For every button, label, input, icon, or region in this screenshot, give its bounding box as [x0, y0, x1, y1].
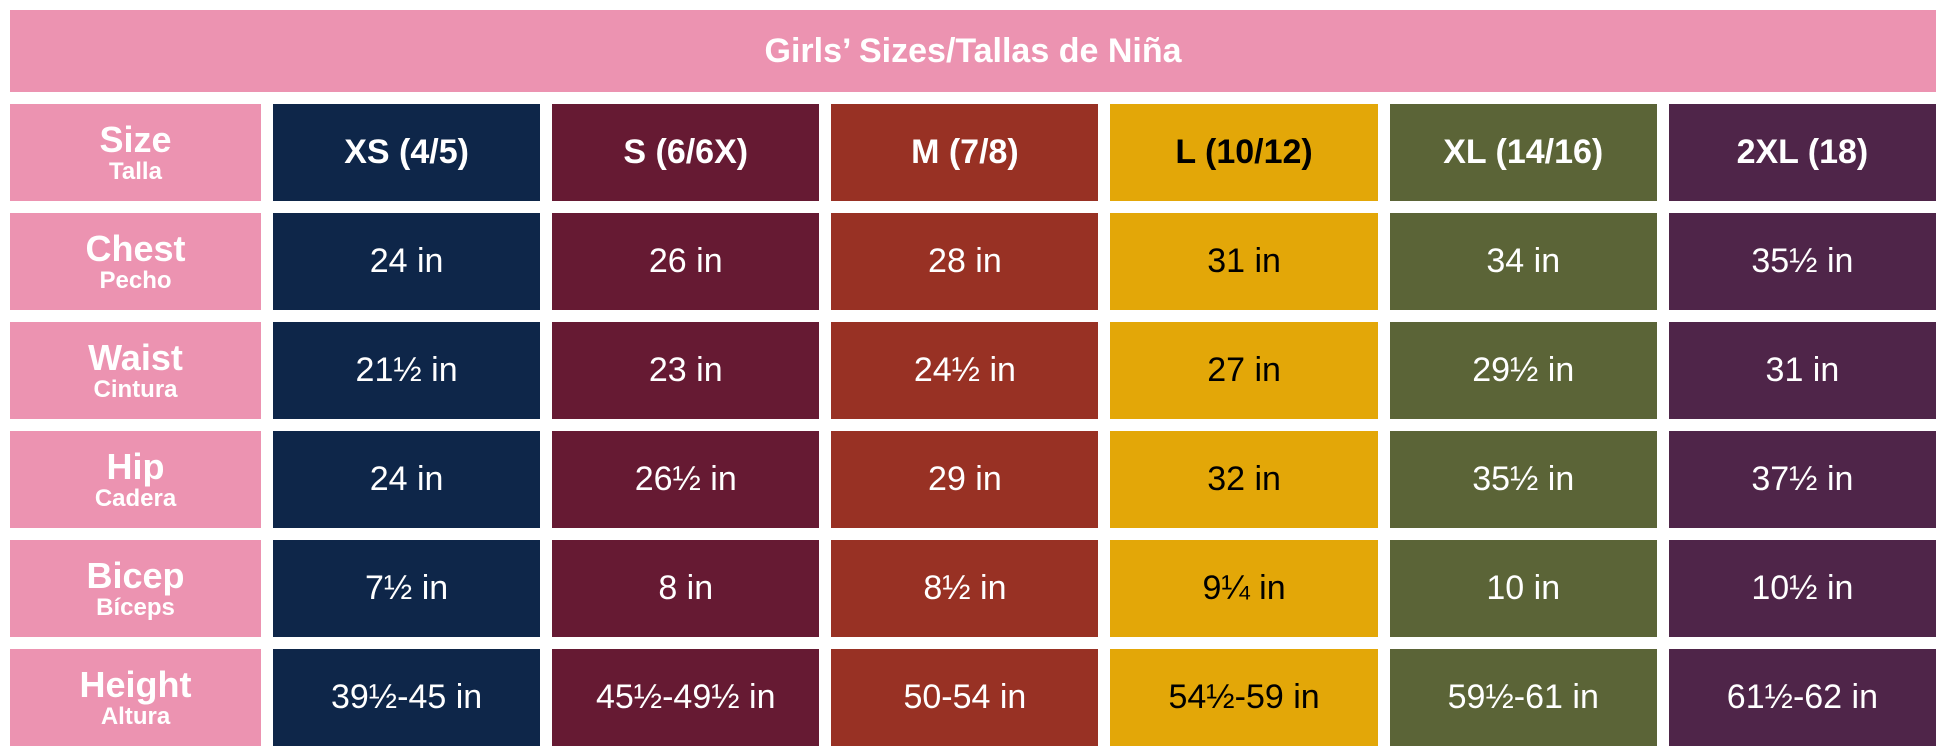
- measurement: 39½-45 in: [273, 649, 541, 746]
- measurement: 61½-62 in: [1668, 649, 1936, 746]
- measurement: 26½ in: [552, 431, 820, 528]
- measurement: 32 in: [1110, 431, 1378, 528]
- label-main: Size: [99, 118, 172, 160]
- label-sub: Pecho: [99, 266, 172, 294]
- measurement: 10½ in: [1668, 540, 1936, 637]
- measurement: 27 in: [1110, 322, 1378, 419]
- title-bar: Girls’ Sizes/Tallas de Niña: [10, 10, 1936, 92]
- row-label: Waist Cintura: [10, 322, 261, 419]
- measurement: 21½ in: [273, 322, 541, 419]
- label-sub: Bíceps: [96, 593, 175, 621]
- size-table: Size Talla XS (4/5) S (6/6X) M (7/8) L (10/12…: [10, 104, 1936, 746]
- label-main: Waist: [88, 336, 183, 378]
- size-header: S (6/6X): [552, 104, 820, 201]
- row-label: Bicep Bíceps: [10, 540, 261, 637]
- row-label: Chest Pecho: [10, 213, 261, 310]
- measurement: 24 in: [273, 213, 541, 310]
- label-sub: Altura: [100, 702, 171, 730]
- label-main: Hip: [106, 445, 165, 487]
- measurement: 50-54 in: [831, 649, 1099, 746]
- size-header: 2XL (18): [1668, 104, 1936, 201]
- label-sub: Talla: [109, 157, 162, 185]
- measurement: 45½-49½ in: [552, 649, 820, 746]
- size-header: L (10/12): [1110, 104, 1378, 201]
- measurement: 24 in: [273, 431, 541, 528]
- measurement: 10 in: [1389, 540, 1657, 637]
- measurement: 35½ in: [1389, 431, 1657, 528]
- label-sub: Cadera: [94, 484, 177, 512]
- measurement: 59½-61 in: [1389, 649, 1657, 746]
- row-label: Size Talla: [10, 104, 261, 201]
- measurement: 29½ in: [1389, 322, 1657, 419]
- measurement: 29 in: [831, 431, 1099, 528]
- row-label: Hip Cadera: [10, 431, 261, 528]
- row-label: Height Altura: [10, 649, 261, 746]
- measurement: 31 in: [1110, 213, 1378, 310]
- size-header: M (7/8): [831, 104, 1099, 201]
- measurement: 35½ in: [1668, 213, 1936, 310]
- measurement: 26 in: [552, 213, 820, 310]
- label-main: Height: [79, 663, 192, 705]
- measurement: 9¼ in: [1110, 540, 1378, 637]
- title: Girls’ Sizes/Tallas de Niña: [764, 31, 1182, 70]
- measurement: 8½ in: [831, 540, 1099, 637]
- measurement: 7½ in: [273, 540, 541, 637]
- size-header: XS (4/5): [273, 104, 541, 201]
- measurement: 31 in: [1668, 322, 1936, 419]
- label-main: Bicep: [86, 554, 185, 596]
- measurement: 37½ in: [1668, 431, 1936, 528]
- size-header: XL (14/16): [1389, 104, 1657, 201]
- label-sub: Cintura: [93, 375, 178, 403]
- measurement: 8 in: [552, 540, 820, 637]
- label-main: Chest: [85, 227, 186, 269]
- measurement: 28 in: [831, 213, 1099, 310]
- measurement: 23 in: [552, 322, 820, 419]
- measurement: 34 in: [1389, 213, 1657, 310]
- measurement: 24½ in: [831, 322, 1099, 419]
- measurement: 54½-59 in: [1110, 649, 1378, 746]
